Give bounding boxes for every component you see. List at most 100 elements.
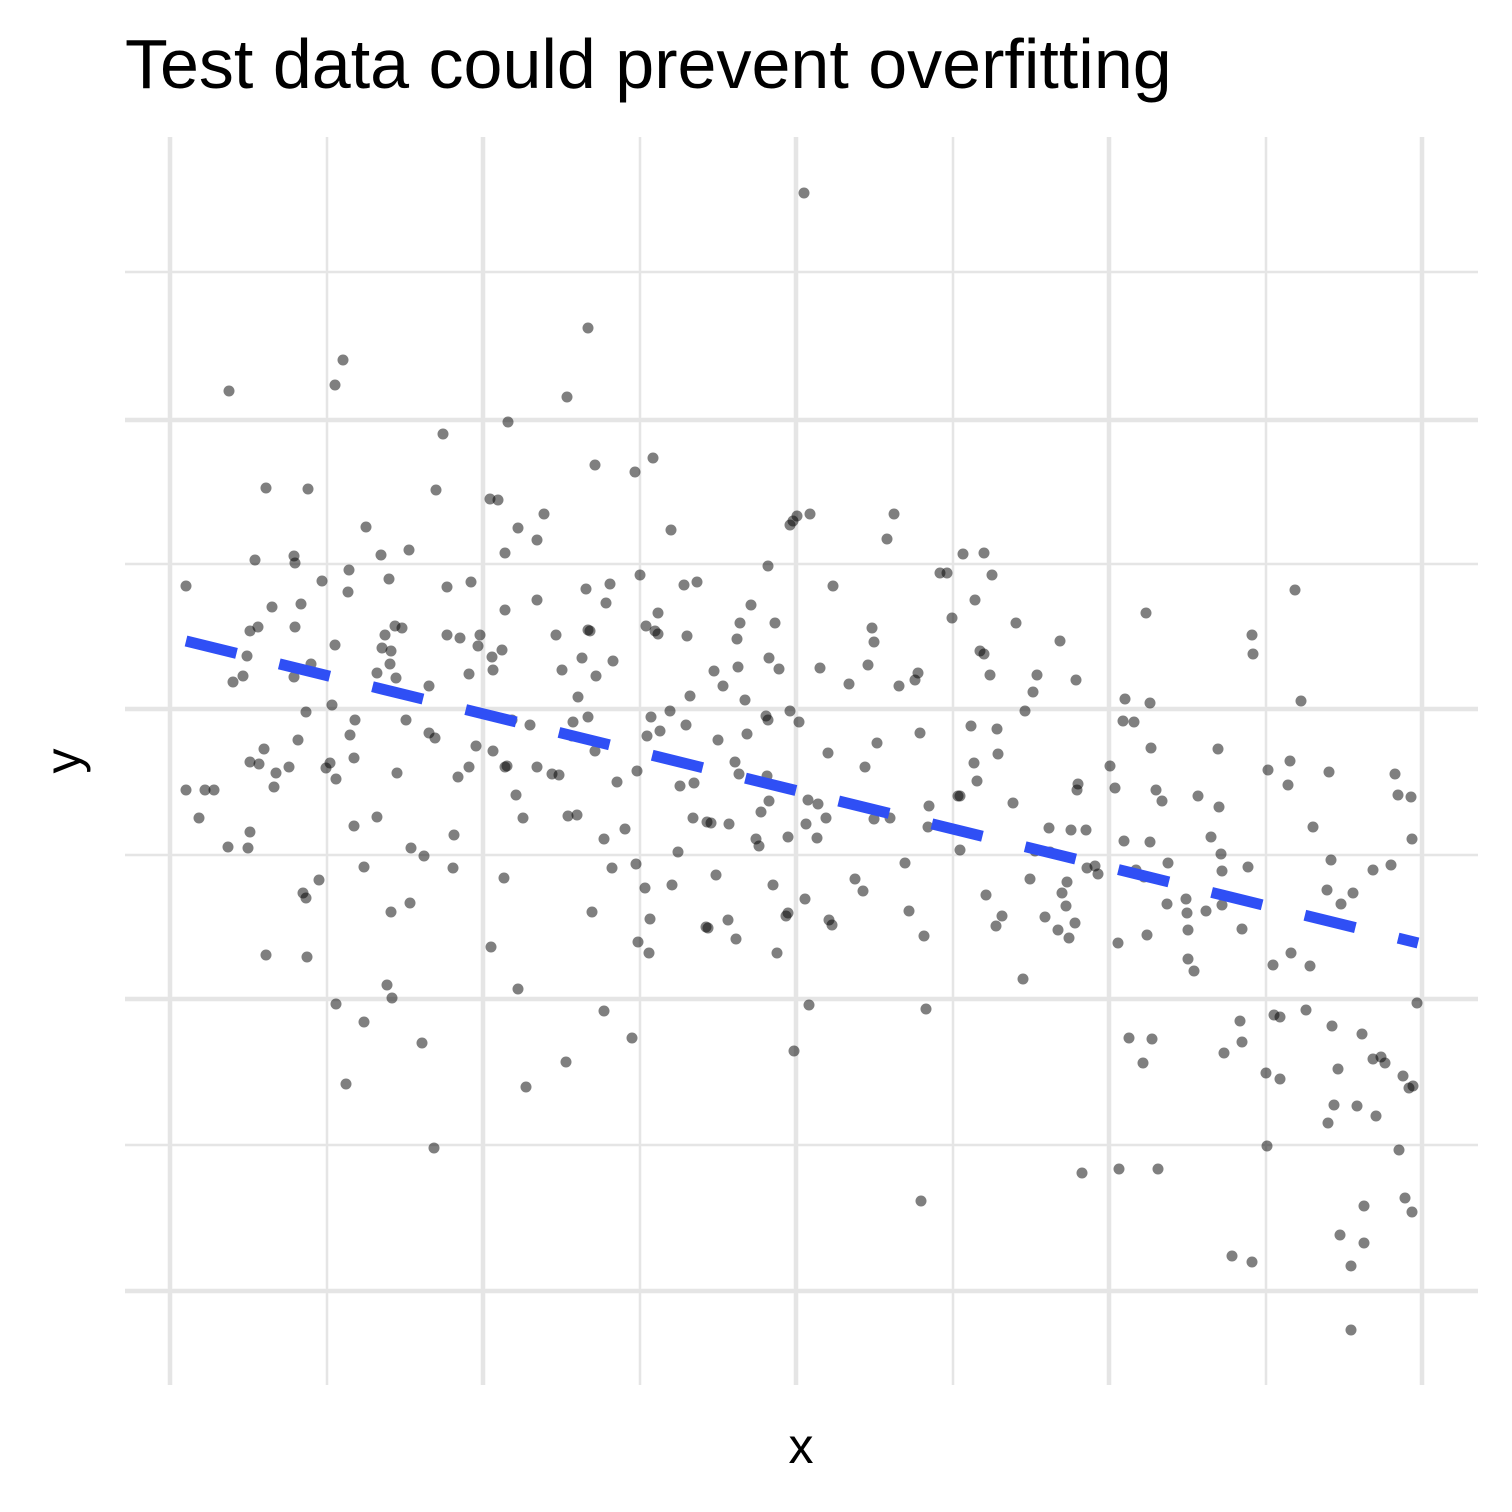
point [1406, 1206, 1418, 1218]
point [1242, 861, 1254, 873]
point [337, 354, 349, 366]
point [1063, 932, 1075, 944]
point [1367, 864, 1379, 876]
point [654, 725, 666, 737]
point [487, 745, 499, 757]
point [1039, 911, 1051, 923]
point [708, 665, 720, 677]
point [664, 705, 676, 717]
point [1181, 907, 1193, 919]
point [678, 579, 690, 591]
point [252, 621, 264, 633]
point [379, 629, 391, 641]
point [604, 578, 616, 590]
point [589, 459, 601, 471]
point [1284, 755, 1296, 767]
point [1351, 1100, 1363, 1112]
point [498, 872, 510, 884]
point [241, 650, 253, 662]
point [561, 391, 573, 403]
point [629, 466, 641, 478]
point [470, 740, 482, 752]
point [1182, 953, 1194, 965]
point [454, 632, 466, 644]
point [912, 667, 924, 679]
point [384, 658, 396, 670]
point [1043, 822, 1055, 834]
point [957, 548, 969, 560]
point [404, 897, 416, 909]
point [258, 743, 270, 755]
point [626, 1032, 638, 1044]
point [371, 667, 383, 679]
point [1397, 1070, 1409, 1082]
point [639, 882, 651, 894]
point [645, 711, 657, 723]
point [710, 869, 722, 881]
point [1393, 1144, 1405, 1156]
point [562, 810, 574, 822]
point [330, 998, 342, 1010]
point [441, 581, 453, 593]
point [266, 601, 278, 613]
point [1234, 1015, 1246, 1027]
point [295, 598, 307, 610]
point [803, 999, 815, 1011]
point [400, 714, 412, 726]
point [733, 768, 745, 780]
point [762, 560, 774, 572]
point [1399, 1192, 1411, 1204]
point [208, 784, 220, 796]
point [1321, 884, 1333, 896]
point [730, 933, 742, 945]
point [984, 669, 996, 681]
point [672, 846, 684, 858]
point [270, 767, 282, 779]
point [734, 617, 746, 629]
point [586, 906, 598, 918]
point [782, 831, 794, 843]
point [550, 629, 562, 641]
point [1274, 1073, 1286, 1085]
point [1060, 900, 1072, 912]
point [501, 760, 513, 772]
point [371, 811, 383, 823]
point [827, 580, 839, 592]
point [524, 719, 536, 731]
point [416, 1037, 428, 1049]
point [1236, 923, 1248, 935]
point [888, 508, 900, 520]
point [681, 630, 693, 642]
point [812, 798, 824, 810]
point [1128, 716, 1140, 728]
point [531, 534, 543, 546]
point [991, 723, 1003, 735]
point [868, 636, 880, 648]
point [731, 633, 743, 645]
point [1307, 821, 1319, 833]
point [946, 612, 958, 624]
point [324, 757, 336, 769]
point [342, 586, 354, 598]
point [1119, 693, 1131, 705]
point [702, 922, 714, 934]
point [344, 729, 356, 741]
point [826, 919, 838, 931]
point [1205, 831, 1217, 843]
point [448, 829, 460, 841]
point [606, 862, 618, 874]
point [631, 765, 643, 777]
point [180, 580, 192, 592]
chart-title: Test data could prevent overfitting [125, 25, 1172, 103]
point [360, 521, 372, 533]
point [1370, 1110, 1382, 1122]
point [607, 655, 619, 667]
point [1188, 965, 1200, 977]
point [437, 428, 449, 440]
point [1260, 1067, 1272, 1079]
point [644, 913, 656, 925]
point [611, 776, 623, 788]
point [652, 628, 664, 640]
point [487, 664, 499, 676]
point [647, 452, 659, 464]
